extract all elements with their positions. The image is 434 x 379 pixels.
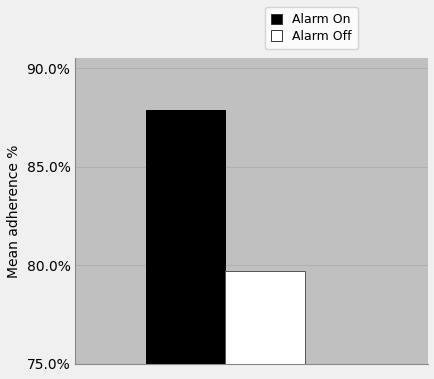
Bar [145,110,225,363]
Y-axis label: Mean adherence %: Mean adherence % [7,144,21,278]
Bar [225,271,304,363]
Legend: Alarm On, Alarm Off: Alarm On, Alarm Off [264,7,358,49]
